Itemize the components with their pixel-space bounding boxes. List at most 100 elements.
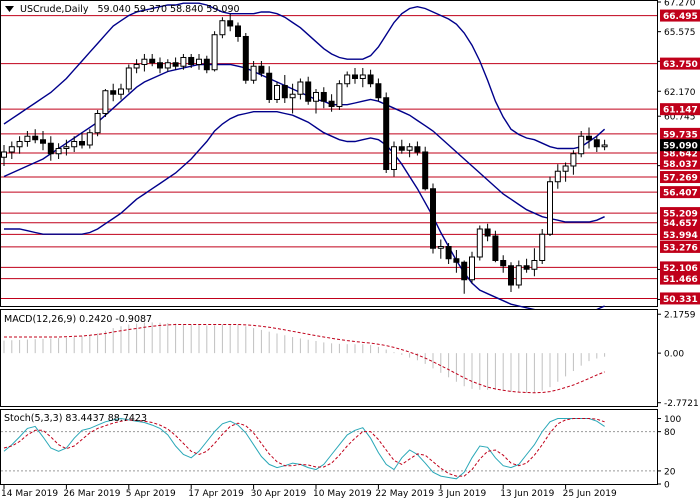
bearish-candle — [414, 146, 421, 153]
bearish-candle — [461, 261, 468, 281]
price-tick-label: 65.575 — [664, 28, 696, 38]
price-axis: 67.27065.57563.88062.17060.74557.92051.9… — [657, 0, 700, 306]
current-price-bg — [660, 139, 700, 152]
bearish-candle — [157, 62, 163, 69]
macd-panel — [0, 309, 658, 407]
bearish-candle — [453, 258, 460, 263]
level-label-bg — [660, 216, 700, 229]
bullish-candle — [554, 170, 561, 183]
bullish-candle — [141, 58, 148, 65]
bullish-candle — [102, 90, 109, 114]
level-label: 63.750 — [663, 60, 698, 70]
level-label-bg — [660, 127, 700, 140]
time-tick-label: 5 Apr 2019 — [126, 489, 176, 499]
level-label: 55.209 — [663, 210, 698, 220]
stochastic-tick-label: 80 — [664, 428, 676, 438]
price-tick-label: 62.170 — [664, 88, 696, 98]
bullish-candle — [336, 83, 343, 107]
bearish-candle — [235, 25, 241, 37]
bearish-candle — [242, 35, 249, 81]
bearish-candle — [305, 81, 312, 102]
bullish-candle — [94, 112, 101, 134]
time-tick-label: 3 Jun 2019 — [438, 489, 487, 499]
level-label: 57.269 — [663, 174, 698, 184]
stochastic-tick-label: 0 — [664, 481, 670, 491]
bullish-candle — [1, 151, 7, 158]
bullish-candle — [125, 67, 132, 90]
bullish-candle — [469, 256, 475, 281]
time-tick-label: 17 Apr 2019 — [188, 489, 244, 499]
bullish-candle — [16, 140, 23, 148]
bullish-candle — [313, 91, 319, 102]
bollinger-bands — [3, 2, 606, 312]
level-label-bg — [660, 228, 700, 241]
time-tick-label: 13 Jun 2019 — [500, 489, 554, 499]
bullish-candle — [601, 144, 608, 148]
bullish-candle — [63, 146, 70, 149]
support-resistance-lines — [1, 15, 657, 299]
bearish-candle — [172, 62, 179, 67]
stochastic-tick-label: 20 — [664, 467, 676, 477]
level-label-bg — [660, 292, 700, 305]
level-label: 61.147 — [663, 106, 698, 116]
bullish-candle — [55, 147, 62, 155]
time-tick-label: 14 Mar 2019 — [1, 489, 58, 499]
bullish-candle — [570, 153, 577, 167]
level-label: 59.735 — [663, 130, 698, 140]
symbol-title: USCrude,Daily — [20, 4, 89, 15]
bearish-candle — [227, 20, 234, 27]
candlesticks — [1, 13, 608, 294]
chart-title: USCrude,Daily 59.040 59.370 58.840 59.09… — [20, 4, 240, 15]
bollinger-middle-band — [3, 63, 605, 223]
bearish-candle — [375, 83, 382, 99]
bearish-candle — [258, 65, 265, 74]
bullish-candle — [539, 233, 546, 261]
bearish-candle — [110, 90, 117, 95]
bearish-candle — [32, 135, 39, 141]
bullish-candle — [531, 259, 538, 270]
bullish-candle — [71, 140, 78, 148]
time-tick-label: 22 May 2019 — [375, 489, 434, 499]
bearish-candle — [593, 139, 600, 148]
bearish-candle — [47, 142, 54, 155]
bullish-candle — [274, 84, 280, 100]
time-axis: 14 Mar 2019 26 Mar 2019 5 Apr 2019 17 Apr 2… — [1, 485, 617, 499]
bullish-candle — [359, 74, 366, 79]
bullish-candle — [164, 62, 171, 69]
bullish-candle — [250, 65, 257, 81]
ohlc-readout: 59.040 59.370 58.840 59.090 — [98, 4, 240, 15]
bearish-candle — [508, 265, 514, 286]
level-label-bg — [660, 171, 700, 184]
bearish-candle — [445, 245, 452, 260]
level-label: 58.642 — [663, 150, 698, 160]
stochastic-panel — [0, 409, 658, 485]
macd-signal-line — [4, 324, 605, 394]
level-label: 54.657 — [663, 219, 698, 229]
bullish-candle — [289, 93, 296, 99]
macd-label: MACD(12,26,9) 0.2420 -0.9087 — [4, 314, 152, 325]
current-price-label: 59.090 — [663, 142, 698, 152]
price-tick-label: 67.270 — [664, 0, 696, 9]
price-tick-label: 60.745 — [664, 113, 696, 123]
bearish-candle — [492, 235, 499, 261]
bullish-candle — [297, 81, 304, 95]
macd-tick-label: 0.00 — [664, 350, 684, 360]
stochastic-k-line — [3, 417, 605, 480]
time-tick-label: 25 Jun 2019 — [563, 489, 617, 499]
bullish-candle — [515, 265, 522, 286]
bearish-candle — [266, 72, 273, 100]
level-label: 53.276 — [663, 243, 698, 253]
bullish-candle — [24, 135, 31, 142]
level-label: 58.037 — [663, 160, 698, 170]
macd-indicator: 2.1759 0.00 -2.7721 — [3, 311, 699, 409]
bullish-candle — [437, 245, 444, 249]
bearish-candle — [398, 146, 405, 151]
stochastic-label: Stoch(5,3,3) 83.4437 88.7423 — [4, 413, 147, 424]
macd-tick-label: -2.7721 — [664, 399, 699, 409]
bearish-candle — [586, 135, 592, 141]
level-label-bg — [660, 9, 700, 22]
bearish-candle — [149, 58, 156, 64]
bearish-candle — [383, 97, 390, 170]
level-label: 56.407 — [663, 189, 698, 199]
bullish-candle — [133, 63, 140, 69]
